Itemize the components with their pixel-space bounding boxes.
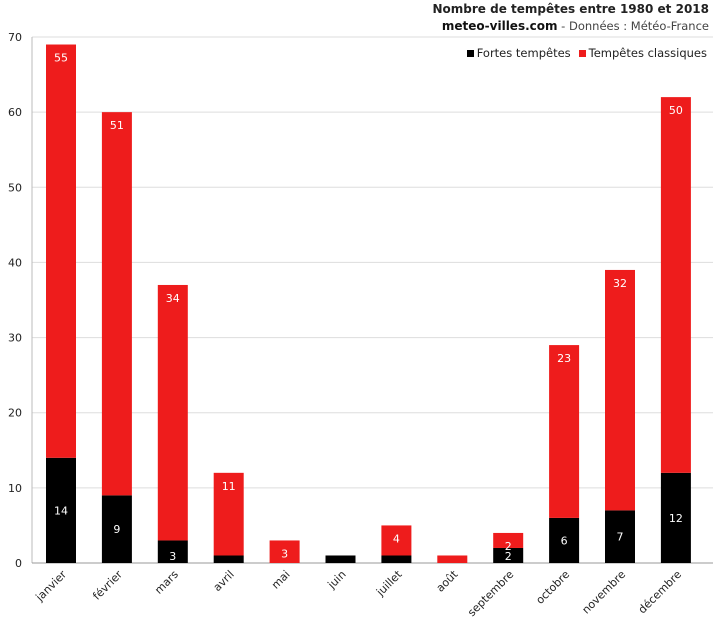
data-label: 12 [669,512,683,525]
bar-strong [213,555,244,563]
bar-classic [605,269,635,511]
data-label: 32 [613,277,627,290]
legend-item-classic[interactable]: Tempêtes classiques [578,46,707,60]
data-label: 3 [281,547,288,560]
y-tick-label: 10 [8,482,22,495]
data-label: 34 [166,292,180,305]
data-label: 50 [669,104,683,117]
bar-strong [605,510,635,563]
y-tick-label: 30 [8,332,22,345]
data-label: 51 [110,119,124,132]
bar-strong [381,555,412,563]
bar-classic [437,555,468,563]
bar-classic [157,284,188,541]
x-tick-label: avril [211,568,237,594]
bar-strong [549,517,580,563]
bar-classic [660,97,691,473]
data-label: 2 [505,550,512,563]
legend-swatch-classic [578,49,586,57]
legend-item-strong[interactable]: Fortes tempêtes [466,46,571,60]
data-source: - Données : Météo-France [557,19,709,33]
x-tick-label: septembre [465,568,516,619]
data-label: 2 [505,540,512,553]
bar-classic [101,112,132,496]
data-label: 23 [557,352,571,365]
y-tick-label: 40 [8,256,22,269]
legend-label-classic: Tempêtes classiques [588,46,707,60]
x-tick-label: juillet [373,567,405,599]
x-tick-label: novembre [580,568,629,617]
bar-strong [325,555,356,563]
bar-strong [157,540,188,563]
x-tick-label: février [90,568,125,603]
chart-title: Nombre de tempêtes entre 1980 et 2018 [432,2,709,16]
data-label: 14 [54,504,68,517]
legend-swatch-strong [466,49,474,57]
x-tick-label: juin [325,568,349,592]
bar-classic [549,345,580,518]
data-label: 4 [393,532,400,545]
bar-classic [381,525,412,556]
data-label: 55 [54,52,68,65]
x-tick-label: mai [269,568,293,592]
x-tick-label: mars [152,568,181,597]
data-label: 9 [113,523,120,536]
y-tick-label: 60 [8,106,22,119]
chart-header: Nombre de tempêtes entre 1980 et 2018 me… [432,2,709,34]
y-tick-label: 50 [8,181,22,194]
legend: Fortes tempêtes Tempêtes classiques [466,46,707,60]
chart-subtitle: meteo-villes.com - Données : Météo-Franc… [432,17,709,34]
bar-strong [46,457,76,563]
data-label: 6 [561,534,568,547]
bar-classic [269,540,300,563]
data-label: 11 [222,480,236,493]
site-name[interactable]: meteo-villes.com [441,19,558,33]
x-tick-label: octobre [533,568,572,607]
x-tick-label: août [434,567,461,594]
y-tick-label: 20 [8,407,22,420]
bar-strong [660,472,691,563]
bar-strong [493,547,524,563]
bar-strong [101,495,132,563]
y-tick-label: 0 [15,557,22,570]
bar-classic [46,44,76,458]
y-tick-label: 70 [8,31,22,44]
bar-classic [213,472,244,556]
x-tick-label: janvier [33,568,70,605]
data-label: 3 [169,550,176,563]
legend-label-strong: Fortes tempêtes [476,46,571,60]
data-label: 7 [617,531,624,544]
bar-classic [493,532,524,548]
x-tick-label: décembre [636,568,684,616]
